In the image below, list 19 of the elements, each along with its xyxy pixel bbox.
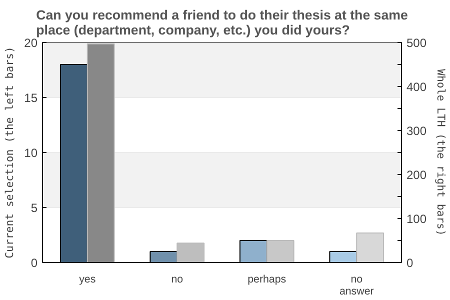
y-tick-label: 10	[24, 146, 38, 160]
y2-tick-label: 400	[406, 80, 427, 94]
y2-axis-title: Whole LTH (the right bars)	[434, 69, 448, 236]
y2-tick-label: 100	[406, 212, 427, 226]
x-tick-label: perhaps	[248, 274, 286, 286]
y2-tick-label: 0	[406, 256, 414, 270]
y-axis-title: Current selection (the left bars)	[3, 46, 16, 258]
x-tick-label: yes	[79, 274, 96, 286]
y-tick-label: 0	[30, 256, 38, 270]
y-tick-label: 5	[30, 201, 38, 215]
y-tick-label: 20	[24, 36, 38, 50]
y-tick-label: 15	[24, 91, 38, 105]
y2-tick-label: 500	[406, 36, 427, 50]
chart-title: Can you recommend a friend to do their thesis at the same place (department, company, etc.) you did yours?	[36, 8, 408, 38]
x-tick-label: no	[171, 274, 184, 286]
y2-tick-label: 200	[406, 168, 427, 182]
x-tick-label: no answer	[339, 274, 374, 298]
y2-tick-label: 300	[406, 124, 427, 138]
bar	[356, 232, 384, 262]
